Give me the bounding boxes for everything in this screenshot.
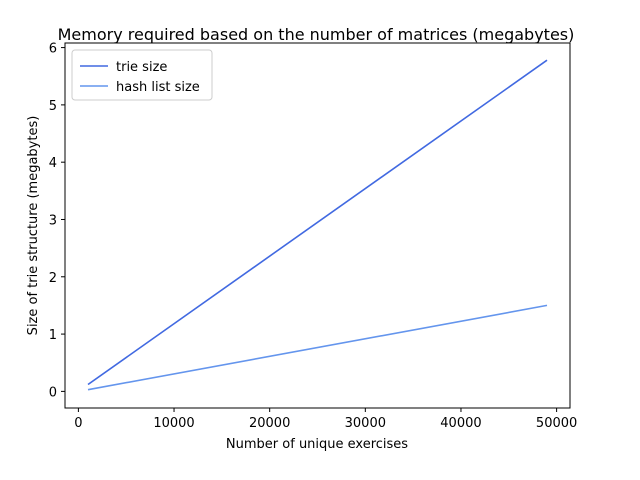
y-axis-ticks: 0 1 2 3 4 5 6 <box>49 42 65 400</box>
x-tick-label: 20000 <box>249 416 290 431</box>
x-tick-label: 40000 <box>440 416 481 431</box>
x-tick-label: 0 <box>74 416 82 431</box>
y-tick-label: 3 <box>49 213 57 228</box>
series-line-1 <box>87 304 548 391</box>
x-axis-label: Number of unique exercises <box>226 437 408 452</box>
series-lines <box>87 59 548 391</box>
y-axis-label: Size of trie structure (megabytes) <box>26 116 41 336</box>
y-tick-label: 6 <box>49 42 57 57</box>
y-tick-label: 2 <box>49 271 57 286</box>
y-tick-label: 1 <box>49 328 57 343</box>
x-axis-ticks: 0 10000 20000 30000 40000 50000 <box>74 408 577 431</box>
plot-frame <box>64 42 571 409</box>
x-tick-label: 10000 <box>153 416 194 431</box>
x-tick-label: 30000 <box>345 416 386 431</box>
legend-entry: hash list size <box>116 80 200 95</box>
y-tick-label: 0 <box>49 385 57 400</box>
series-line-0 <box>87 59 548 386</box>
y-tick-label: 5 <box>49 99 57 114</box>
legend: trie size hash list size <box>71 49 213 101</box>
legend-entry: trie size <box>116 60 167 75</box>
y-tick-label: 4 <box>49 156 57 171</box>
chart-title: Memory required based on the number of m… <box>58 25 575 44</box>
legend-box <box>71 49 213 101</box>
x-tick-label: 50000 <box>536 416 577 431</box>
